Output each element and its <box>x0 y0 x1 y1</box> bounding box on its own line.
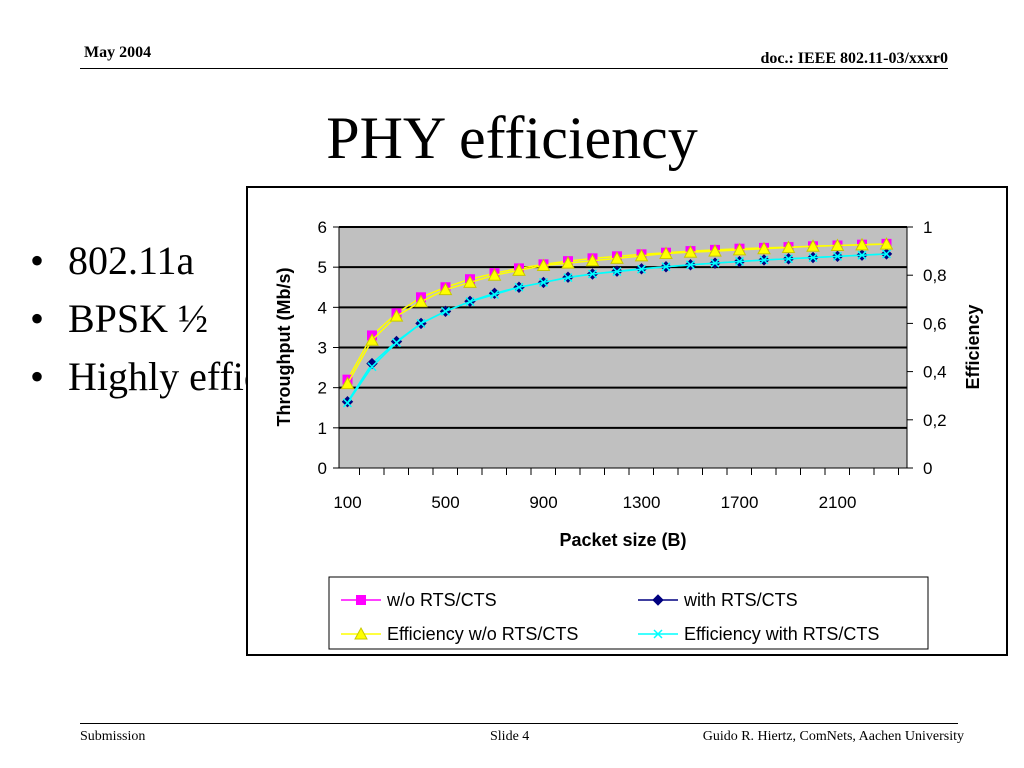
data-point <box>487 268 502 281</box>
bullet-item: 802.11a <box>30 232 322 290</box>
throughput-chart: 0 1 2 3 4 5 6 0 0,2 0,4 0,6 0,8 1 100 500 900 1300 1700 21… <box>274 218 983 650</box>
data-point <box>563 273 573 283</box>
bullet-item: BPSK ½ <box>30 290 322 348</box>
header-rule <box>80 68 948 69</box>
data-point <box>832 251 843 261</box>
data-point <box>759 255 769 265</box>
data-point <box>440 306 451 316</box>
x-tick-label: 900 <box>529 493 557 512</box>
data-point <box>463 275 477 288</box>
y2-axis-label: Efficiency <box>963 304 983 389</box>
data-point <box>342 398 353 408</box>
x-tick-label: 1700 <box>721 493 759 512</box>
x-tick-label: 2100 <box>819 493 857 512</box>
data-point <box>830 238 845 252</box>
series-layer <box>340 237 894 408</box>
y-tick-label: 6 <box>318 218 327 237</box>
legend: w/o RTS/CTS with RTS/CTS Efficiency w/o RT… <box>328 576 929 650</box>
data-point <box>857 250 867 260</box>
data-point <box>536 258 551 272</box>
data-point <box>489 289 500 300</box>
legend-marker <box>356 595 366 605</box>
data-point <box>391 338 402 348</box>
data-point <box>708 244 722 257</box>
y-tick-label: 2 <box>318 379 327 398</box>
data-point <box>438 282 453 296</box>
legend-box <box>328 576 929 650</box>
legend-marker <box>354 626 368 640</box>
y-tick-label: 1 <box>318 419 327 438</box>
y-tick-label: 4 <box>318 298 327 317</box>
data-point <box>367 362 377 372</box>
y2-tick-label: 0 <box>923 459 932 478</box>
data-point <box>612 267 622 277</box>
x-tick-label: 100 <box>333 493 361 512</box>
data-point <box>661 262 671 272</box>
y-tick-label: 0 <box>318 459 327 478</box>
data-point <box>683 245 698 258</box>
legend-marker <box>652 594 664 606</box>
data-point <box>806 239 820 252</box>
legend-label: with RTS/CTS <box>683 590 798 610</box>
legend-label: Efficiency with RTS/CTS <box>684 624 879 644</box>
header-doc-id: doc.: IEEE 802.11-03/xxxr0 <box>760 50 948 67</box>
slide-title: PHY efficiency <box>326 105 698 171</box>
data-point <box>416 318 426 328</box>
data-point <box>783 254 794 264</box>
data-point <box>659 246 673 260</box>
y-tick-label: 5 <box>318 258 327 277</box>
data-point <box>685 260 696 270</box>
data-point <box>585 253 600 267</box>
y-axis-label: Throughput (Mb/s) <box>274 268 294 427</box>
legend-label: w/o RTS/CTS <box>386 590 497 610</box>
data-point <box>561 256 575 269</box>
data-point <box>366 357 378 370</box>
data-point <box>808 253 818 263</box>
footer-slide-number: Slide 4 <box>490 729 530 744</box>
y2-tick-label: 1 <box>923 218 932 237</box>
data-point <box>365 333 379 346</box>
data-point <box>465 297 475 307</box>
data-point <box>634 248 649 262</box>
legend-marker <box>653 629 663 639</box>
footer-submission: Submission <box>80 729 146 744</box>
data-point <box>879 237 894 250</box>
data-point <box>732 242 747 256</box>
data-point <box>512 263 526 276</box>
x-tick-label: 500 <box>431 493 459 512</box>
data-point <box>781 240 796 253</box>
x-tick-label: 1300 <box>623 493 661 512</box>
y2-tick-label: 0,2 <box>923 411 947 430</box>
data-point <box>538 277 549 287</box>
data-point <box>389 309 404 322</box>
data-point <box>514 282 524 292</box>
data-point <box>734 256 745 266</box>
chart-frame: 0 1 2 3 4 5 6 0 0,2 0,4 0,6 0,8 1 100 500 900 1300 1700 21… <box>246 186 1008 656</box>
data-point <box>587 269 598 279</box>
legend-label: Efficiency w/o RTS/CTS <box>387 624 578 644</box>
y2-tick-label: 0,4 <box>923 363 947 382</box>
header-date: May 2004 <box>84 44 152 61</box>
data-point <box>757 241 771 255</box>
x-axis-label: Packet size (B) <box>559 530 686 550</box>
data-point <box>414 294 428 308</box>
data-point <box>610 251 624 264</box>
data-point <box>881 249 892 259</box>
axes: 0 1 2 3 4 5 6 0 0,2 0,4 0,6 0,8 1 100 500 900 1300 1700 21… <box>318 218 947 512</box>
data-point <box>710 258 720 268</box>
y-tick-label: 3 <box>318 339 327 358</box>
y2-tick-label: 0,8 <box>923 266 947 285</box>
footer-rule <box>80 723 958 724</box>
data-point <box>855 237 869 251</box>
footer-author: Guido R. Hiertz, ComNets, Aachen Univers… <box>702 729 964 744</box>
data-point <box>636 264 647 274</box>
gridlines <box>339 226 907 429</box>
data-point <box>340 376 355 390</box>
y2-tick-label: 0,6 <box>923 314 947 333</box>
